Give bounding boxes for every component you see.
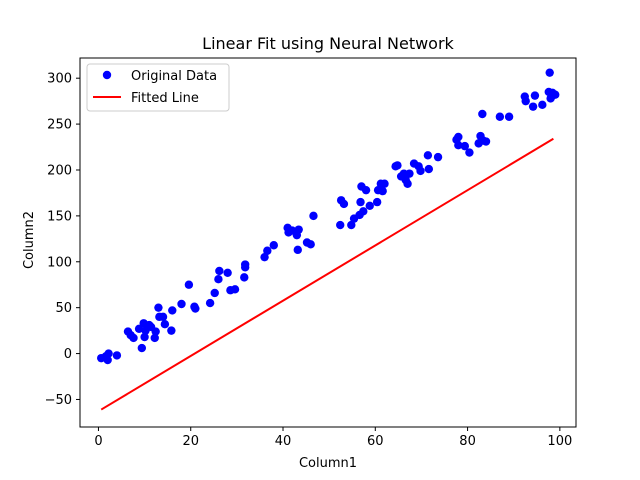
- data-point: [454, 141, 463, 150]
- data-point: [380, 179, 389, 188]
- data-point: [240, 260, 250, 269]
- y-tick-label: 50: [55, 301, 72, 316]
- data-point: [151, 327, 160, 336]
- data-point: [361, 185, 371, 195]
- data-point: [356, 197, 365, 207]
- data-point: [137, 343, 147, 353]
- y-tick-label: 200: [47, 163, 72, 178]
- data-point: [433, 152, 443, 162]
- x-tick-label: 40: [275, 434, 292, 449]
- data-point: [191, 304, 200, 313]
- fitted-line: [100, 137, 554, 411]
- data-point: [393, 161, 402, 170]
- data-point: [545, 68, 554, 77]
- data-point: [347, 220, 356, 230]
- chart-title: Linear Fit using Neural Network: [202, 34, 454, 53]
- data-point: [339, 199, 349, 209]
- data-point: [403, 179, 412, 188]
- data-point: [416, 166, 425, 176]
- x-axis-title: Column1: [299, 456, 357, 471]
- data-point: [405, 169, 414, 178]
- data-point: [521, 96, 530, 106]
- legend: Original Data Fitted Line: [86, 63, 230, 112]
- data-point: [460, 141, 470, 151]
- data-point: [150, 333, 159, 343]
- legend-label: Original Data: [131, 69, 217, 84]
- y-tick-label: 0: [64, 347, 72, 362]
- data-point: [481, 137, 491, 146]
- data-point: [538, 100, 547, 110]
- data-point: [530, 91, 540, 100]
- data-point: [269, 241, 278, 250]
- data-point: [336, 220, 345, 230]
- data-point: [372, 197, 382, 207]
- x-tick-label: 60: [367, 434, 384, 449]
- data-point: [306, 240, 315, 249]
- data-point: [129, 333, 138, 343]
- data-point: [454, 132, 463, 142]
- data-point: [465, 148, 474, 157]
- data-point: [309, 211, 318, 221]
- x-tick-label: 0: [94, 434, 102, 449]
- data-point: [504, 112, 514, 121]
- data-point: [359, 207, 368, 216]
- data-point: [167, 326, 176, 335]
- data-point: [478, 109, 487, 119]
- x-tick-label: 100: [547, 434, 572, 449]
- y-tick-label: 150: [47, 209, 72, 224]
- data-point: [528, 102, 538, 111]
- data-point: [263, 246, 272, 255]
- data-point: [293, 245, 302, 255]
- y-tick-label: 100: [47, 255, 72, 270]
- data-point: [495, 112, 505, 121]
- data-point: [294, 225, 303, 234]
- data-point: [214, 275, 223, 284]
- y-tick-label: 300: [47, 72, 72, 87]
- data-point: [103, 355, 112, 365]
- x-tick-label: 20: [182, 434, 199, 449]
- data-point: [112, 351, 122, 360]
- data-point: [223, 268, 232, 277]
- x-tick-label: 80: [459, 434, 476, 449]
- plot-area: [97, 68, 560, 411]
- axes-frame: [79, 57, 577, 428]
- data-point: [423, 151, 433, 160]
- data-point: [160, 319, 170, 329]
- data-point: [140, 332, 149, 342]
- data-point: [134, 324, 144, 333]
- data-point: [184, 280, 194, 289]
- data-point: [378, 186, 387, 196]
- legend-point-marker: [102, 70, 112, 80]
- axes: 0 20 40 60 80 100 −50 0 50 100 150 200 250 300: [45, 57, 577, 449]
- data-point: [104, 349, 113, 358]
- data-point: [210, 288, 219, 298]
- data-point: [551, 90, 560, 99]
- data-point: [205, 298, 215, 308]
- data-point: [240, 273, 249, 282]
- data-point: [365, 201, 374, 210]
- data-point: [230, 285, 240, 294]
- y-axis-title: Column2: [22, 211, 37, 269]
- data-point: [158, 312, 168, 322]
- legend-label: Fitted Line: [131, 91, 199, 106]
- data-point: [168, 306, 177, 315]
- data-point: [177, 299, 186, 309]
- data-point: [154, 303, 163, 312]
- data-point: [260, 252, 269, 262]
- data-point: [424, 164, 434, 174]
- data-point: [215, 266, 224, 276]
- y-tick-label: 250: [47, 118, 72, 133]
- y-tick-label: −50: [45, 393, 72, 408]
- legend-box: [86, 63, 230, 112]
